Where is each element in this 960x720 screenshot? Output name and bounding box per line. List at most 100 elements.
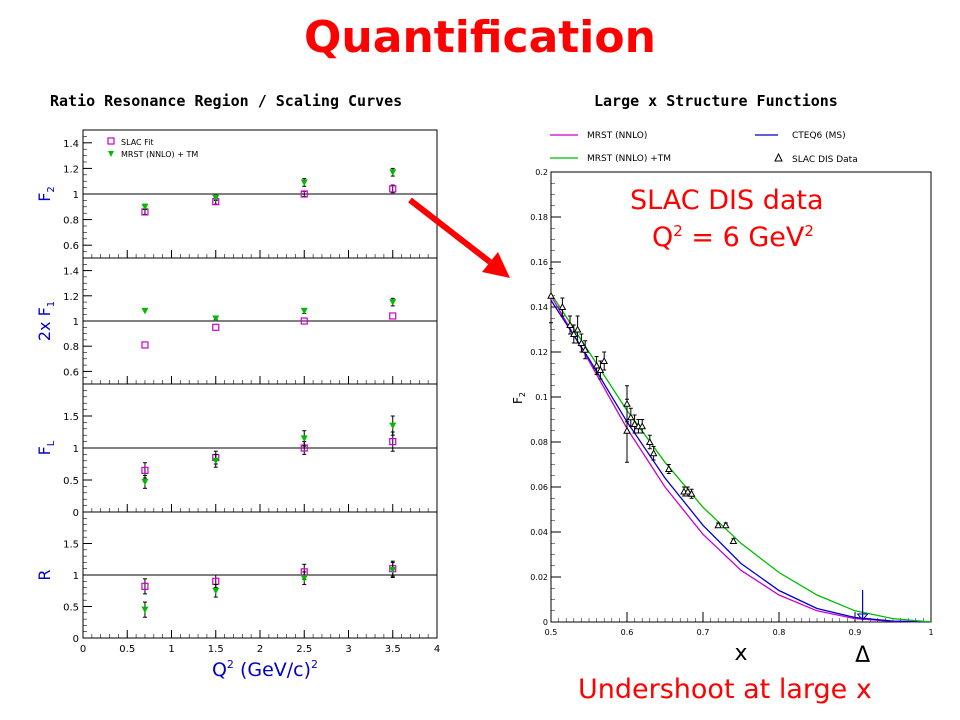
data-point <box>389 438 397 446</box>
x-tick-label: 3.5 <box>385 644 401 655</box>
y-tick-label: 0.16 <box>530 258 548 267</box>
series-slac-dis-data <box>547 268 738 544</box>
curve-mrst-nnlo-tm <box>550 293 932 623</box>
data-point <box>623 399 631 407</box>
legend-label-cteq: CTEQ6 (MS) <box>792 131 846 141</box>
legend-label-slac-fit: SLAC Fit <box>121 138 154 147</box>
data-point <box>389 169 397 176</box>
data-point <box>600 356 609 364</box>
large-x-marker-label: Δ <box>855 643 870 668</box>
q2-symbol: Q <box>652 222 674 253</box>
y-tick-label: 1 <box>73 444 79 455</box>
slide-title: Quantification <box>304 12 656 63</box>
x-tick-label: 0.7 <box>697 628 710 637</box>
legend-label-mrst-tm: MRST (NNLO) +TM <box>587 154 671 164</box>
x-axis-label-q: Q <box>212 659 227 681</box>
right-y-axis-label-main: F <box>511 397 525 404</box>
series-mrst-tm <box>141 297 397 322</box>
y-tick-label: 0.02 <box>530 573 548 582</box>
y-tick-label: 1 <box>73 317 79 328</box>
left-legend: SLAC Fit MRST (NNLO) + TM <box>107 137 198 159</box>
x-tick-label: 2 <box>257 644 263 655</box>
data-point <box>141 478 149 486</box>
y-tick-label: 0.06 <box>530 483 548 492</box>
y-tick-label: 0.14 <box>530 303 548 312</box>
series-mrst-tm <box>141 167 397 211</box>
annotation-slac-dis-data: SLAC DIS data <box>630 185 824 216</box>
y-tick-label: 0.5 <box>63 603 79 614</box>
data-point <box>300 317 308 325</box>
y-axis-label: 2x F1 <box>35 301 57 341</box>
y-axis-label-main: 2x F <box>35 307 54 341</box>
data-point <box>626 413 635 421</box>
series-mrst-tm <box>141 415 397 489</box>
legend-marker-slac-fit <box>107 137 115 145</box>
data-point <box>141 606 149 614</box>
y-tick-label: 0.18 <box>530 213 548 222</box>
data-point <box>729 536 738 544</box>
annotation-undershoot: Undershoot at large x <box>578 674 872 705</box>
series-slac-fit <box>141 312 397 349</box>
y-tick-label: 1.4 <box>63 139 79 150</box>
series-slac-fit <box>141 184 397 216</box>
large-x-marker-head <box>856 613 869 621</box>
series-mrst-tm <box>141 561 397 618</box>
y-tick-label: 1.4 <box>63 267 79 278</box>
data-point <box>141 582 149 590</box>
data-point <box>569 329 578 337</box>
y-axis-label-main: R <box>35 569 54 580</box>
data-point <box>212 194 220 202</box>
data-point <box>664 464 673 472</box>
data-point <box>389 312 397 320</box>
data-point <box>212 323 220 331</box>
legend-label-mrst-tm: MRST (NNLO) + TM <box>121 150 198 159</box>
pointer-arrow-head <box>482 252 510 278</box>
x-axis-label-sup: 2 <box>227 658 234 671</box>
data-point <box>212 457 220 465</box>
data-point <box>300 435 308 442</box>
y-tick-label: 0.6 <box>63 367 79 378</box>
y-tick-label: 0.12 <box>530 348 548 357</box>
data-point <box>558 302 567 310</box>
y-axis-label-sub: 2 <box>46 186 57 192</box>
data-point <box>577 338 586 346</box>
y-tick-label: 0.08 <box>530 438 548 447</box>
y-axis-label: F2 <box>35 186 57 202</box>
y-tick-label: 1 <box>73 571 79 582</box>
q2-value-sup: 2 <box>804 222 814 240</box>
y-tick-label: 0.1 <box>535 393 548 402</box>
x-axis-label-rest: (GeV/c) <box>234 659 311 681</box>
data-point <box>212 587 220 595</box>
data-point <box>721 521 730 529</box>
y-axis-label-main: F <box>35 446 54 455</box>
right-heading: Large x Structure Functions <box>594 92 838 110</box>
pointer-arrow-shaft <box>408 197 492 265</box>
x-tick-label: 4 <box>434 644 440 655</box>
y-tick-label: 1.5 <box>63 412 79 423</box>
y-axis-label: R <box>35 569 54 580</box>
x-tick-label: 0.9 <box>849 628 862 637</box>
data-point <box>141 341 149 349</box>
data-point <box>596 365 605 373</box>
x-axis-label: Q2 (GeV/c)2 <box>212 658 318 681</box>
data-point <box>141 307 149 315</box>
y-axis-label: FL <box>35 440 57 455</box>
x-tick-label: 0.8 <box>773 628 786 637</box>
y-tick-label: 0.8 <box>63 216 79 227</box>
data-point <box>638 422 647 430</box>
y-tick-label: 0 <box>543 618 548 627</box>
legend-marker-slac-dis <box>774 152 783 162</box>
data-point <box>683 487 692 495</box>
data-point <box>645 437 654 445</box>
right-x-axis-label: x <box>734 641 747 666</box>
x-tick-label: 0.6 <box>621 628 634 637</box>
data-point <box>389 422 397 430</box>
data-point <box>581 345 590 353</box>
legend-label-mrst: MRST (NNLO) <box>587 131 647 141</box>
data-point <box>623 426 631 434</box>
data-point <box>389 299 397 306</box>
data-point <box>300 575 308 582</box>
q2-value: = 6 GeV <box>682 222 805 253</box>
